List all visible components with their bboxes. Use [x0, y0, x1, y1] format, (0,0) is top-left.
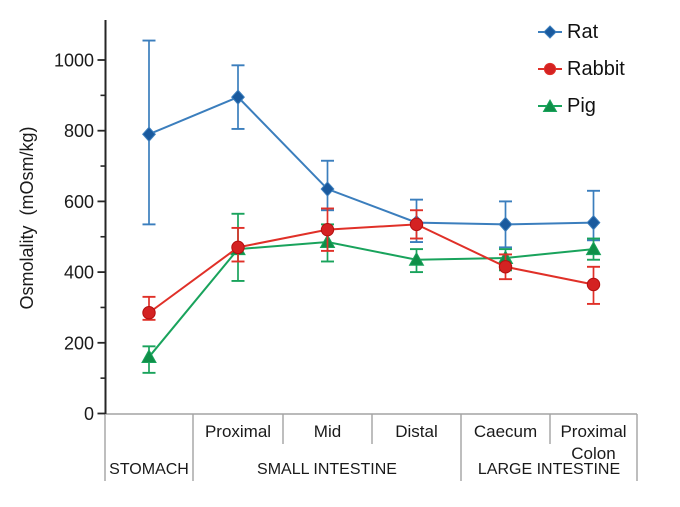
group-label: SMALL INTESTINE [257, 461, 397, 478]
series-line-pig [148, 241, 594, 358]
segment-label: Mid [314, 422, 341, 441]
legend-label-rat: Rat [567, 21, 599, 43]
marker-rabbit-5 [586, 277, 601, 292]
y-tick-label: 600 [64, 192, 94, 212]
legend-item-rat: Rat [537, 20, 625, 44]
marker-rabbit-3 [409, 217, 424, 232]
y-tick-label: 800 [64, 121, 94, 141]
rabbit-circle-marker-icon [538, 62, 562, 76]
marker-rabbit-0 [142, 306, 156, 320]
y-tick-label: 0 [84, 404, 94, 424]
series-line-rat [148, 95, 594, 226]
legend-label-rabbit: Rabbit [567, 58, 625, 80]
pig-triangle-marker-icon [538, 98, 562, 112]
rat-diamond-marker-icon [538, 25, 562, 39]
marker-rabbit-1 [231, 240, 245, 255]
y-axis-title-text: Osmolality (mOsm/kg) [16, 126, 37, 310]
series-line-rabbit [148, 223, 594, 314]
marker-pig-3 [408, 251, 425, 266]
marker-rat-0 [142, 126, 156, 142]
y-tick-label: 400 [64, 263, 94, 283]
marker-rat-5 [586, 214, 601, 231]
segment-label: Distal [395, 422, 438, 441]
group-label: STOMACH [109, 461, 189, 478]
marker-pig-0 [141, 348, 157, 363]
legend-item-rabbit: Rabbit [537, 57, 625, 81]
legend: Rat Rabbit Pig [537, 20, 625, 118]
marker-rat-1 [231, 89, 245, 105]
segment-label: Proximal Colon [560, 422, 626, 463]
segment-label: Caecum [474, 422, 537, 441]
marker-rat-4 [498, 216, 513, 233]
y-tick-label: 1000 [54, 51, 94, 71]
marker-rabbit-2 [320, 222, 335, 237]
legend-item-pig: Pig [537, 94, 625, 118]
marker-rabbit-4 [498, 260, 513, 274]
marker-pig-5 [585, 241, 602, 256]
group-label: LARGE INTESTINE [478, 461, 620, 478]
segment-label: Proximal [205, 422, 271, 441]
marker-rat-2 [320, 181, 335, 197]
legend-label-pig: Pig [567, 95, 596, 117]
y-tick-label: 200 [64, 333, 94, 353]
